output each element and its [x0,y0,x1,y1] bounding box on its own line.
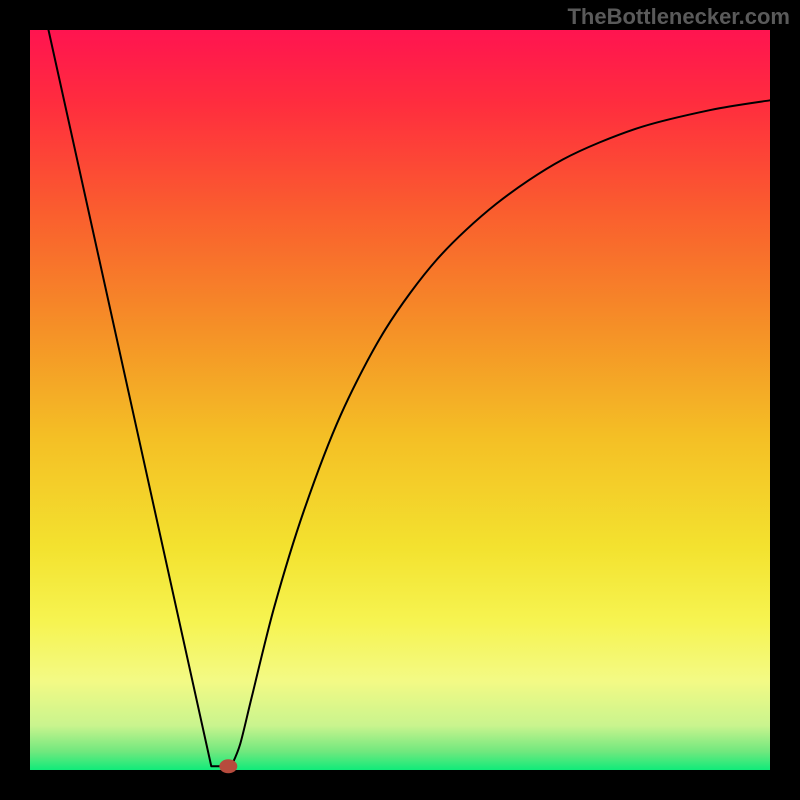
bottleneck-chart [0,0,800,800]
chart-container: TheBottlenecker.com [0,0,800,800]
optimal-point-marker [219,759,237,773]
watermark-label: TheBottlenecker.com [567,4,790,30]
plot-background [30,30,770,770]
